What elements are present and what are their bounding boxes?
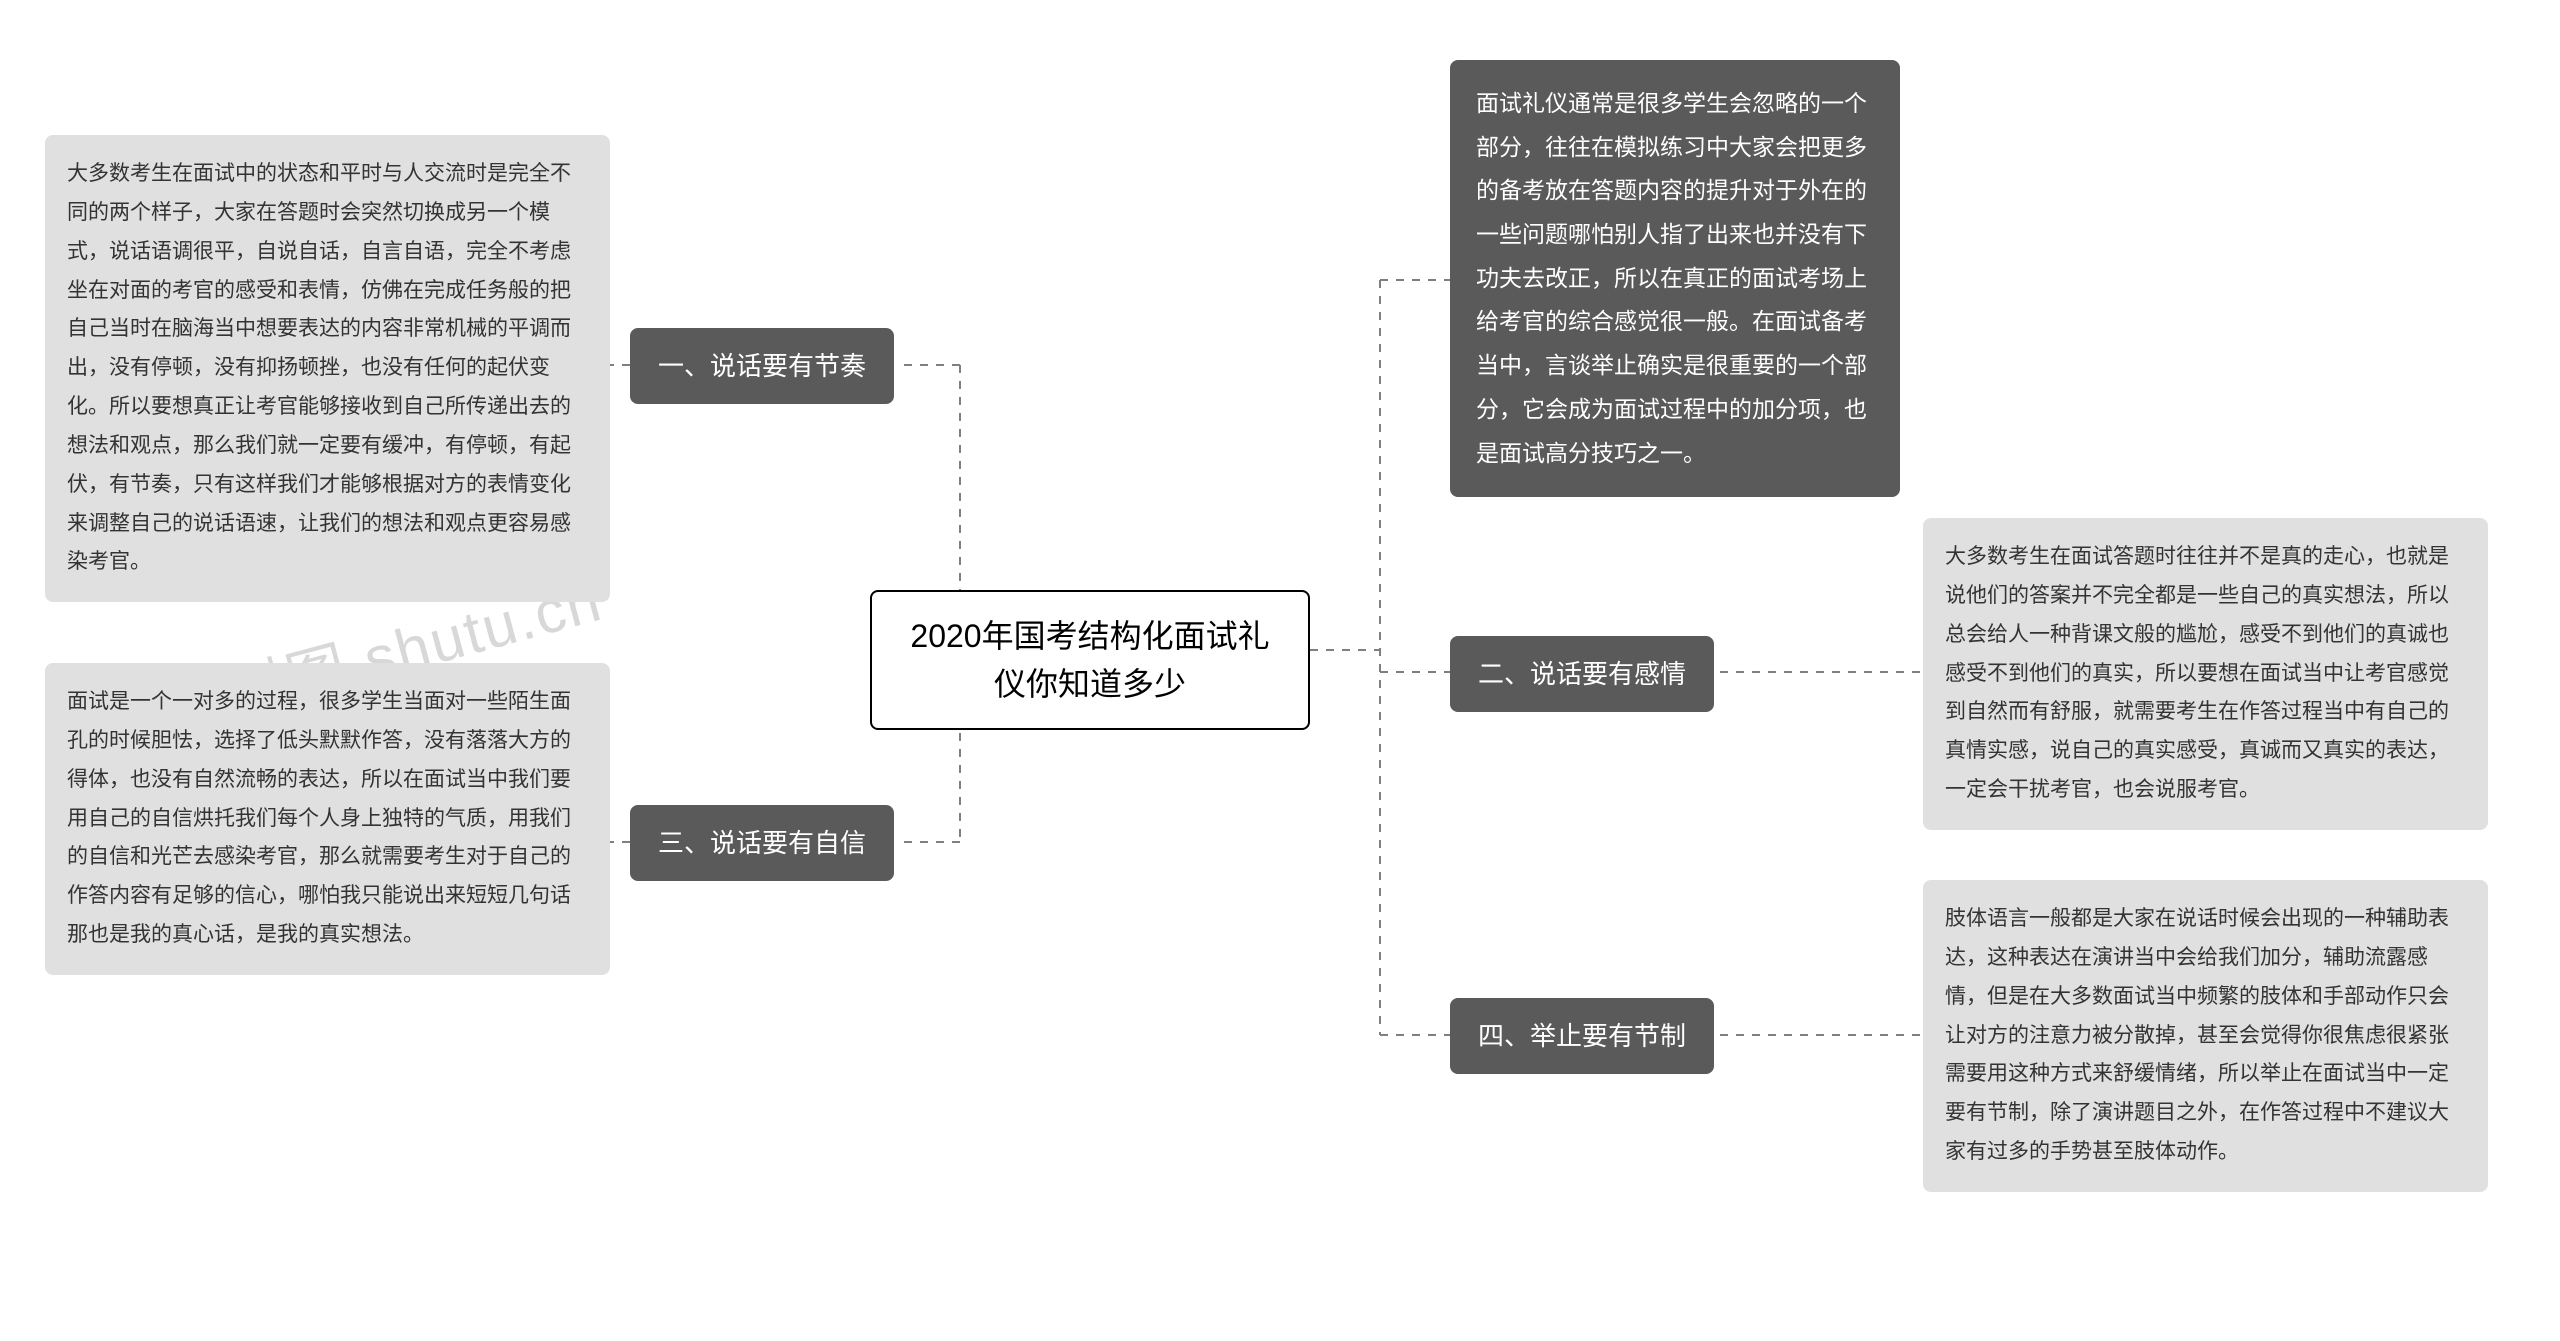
detail-three: 面试是一个一对多的过程，很多学生当面对一些陌生面孔的时候胆怯，选择了低头默默作答… <box>45 663 610 975</box>
detail-four-text: 肢体语言一般都是大家在说话时候会出现的一种辅助表达，这种表达在演讲当中会给我们加… <box>1945 907 2449 1163</box>
branch-four: 四、举止要有节制 <box>1450 998 1714 1074</box>
branch-three: 三、说话要有自信 <box>630 805 894 881</box>
detail-two: 大多数考生在面试答题时往往并不是真的走心，也就是说他们的答案并不完全都是一些自己… <box>1923 518 2488 830</box>
branch-two: 二、说话要有感情 <box>1450 636 1714 712</box>
branch-one: 一、说话要有节奏 <box>630 328 894 404</box>
intro-text: 面试礼仪通常是很多学生会忽略的一个部分，往往在模拟练习中大家会把更多的备考放在答… <box>1476 90 1867 466</box>
intro-node: 面试礼仪通常是很多学生会忽略的一个部分，往往在模拟练习中大家会把更多的备考放在答… <box>1450 60 1900 497</box>
detail-four: 肢体语言一般都是大家在说话时候会出现的一种辅助表达，这种表达在演讲当中会给我们加… <box>1923 880 2488 1192</box>
center-topic: 2020年国考结构化面试礼仪你知道多少 <box>870 590 1310 730</box>
branch-two-label: 二、说话要有感情 <box>1478 659 1686 689</box>
branch-one-label: 一、说话要有节奏 <box>658 351 866 381</box>
branch-four-label: 四、举止要有节制 <box>1478 1021 1686 1051</box>
branch-three-label: 三、说话要有自信 <box>658 828 866 858</box>
detail-three-text: 面试是一个一对多的过程，很多学生当面对一些陌生面孔的时候胆怯，选择了低头默默作答… <box>67 690 571 946</box>
detail-one: 大多数考生在面试中的状态和平时与人交流时是完全不同的两个样子，大家在答题时会突然… <box>45 135 610 602</box>
detail-two-text: 大多数考生在面试答题时往往并不是真的走心，也就是说他们的答案并不完全都是一些自己… <box>1945 545 2449 801</box>
center-topic-text: 2020年国考结构化面试礼仪你知道多少 <box>910 618 1269 702</box>
detail-one-text: 大多数考生在面试中的状态和平时与人交流时是完全不同的两个样子，大家在答题时会突然… <box>67 162 571 573</box>
